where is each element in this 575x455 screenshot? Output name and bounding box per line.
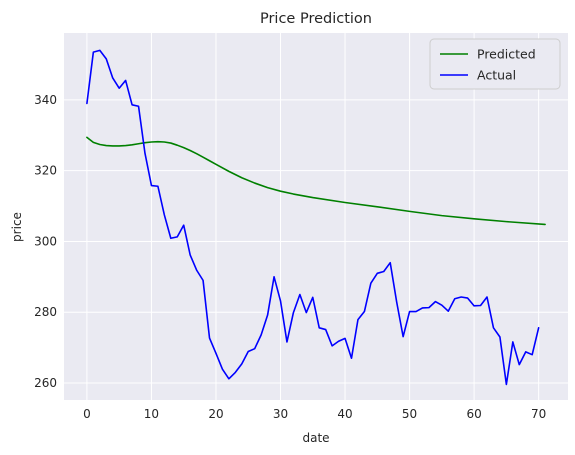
x-tick-label: 70: [531, 407, 546, 421]
y-tick-label: 340: [34, 93, 57, 107]
x-axis-label: date: [302, 431, 329, 445]
legend-label-predicted: Predicted: [477, 47, 536, 62]
x-axis-ticks: 0 10 20 30 40 50 60 70: [83, 407, 546, 421]
y-tick-label: 300: [34, 234, 57, 248]
y-axis-ticks: 260 280 300 320 340: [34, 93, 57, 390]
series-line-actual: [86, 49, 540, 386]
x-tick-label: 50: [402, 407, 417, 421]
x-tick-label: 0: [83, 407, 91, 421]
y-tick-label: 320: [34, 164, 57, 178]
chart-title: Price Prediction: [260, 11, 372, 27]
y-tick-label: 280: [34, 305, 57, 319]
y-tick-label: 260: [34, 376, 57, 390]
x-tick-label: 40: [337, 407, 352, 421]
x-tick-label: 60: [466, 407, 481, 421]
plot-area: [64, 33, 568, 400]
y-axis-label: price: [10, 212, 24, 242]
x-tick-label: 10: [144, 407, 159, 421]
series-layer: [86, 49, 546, 386]
x-tick-label: 30: [273, 407, 288, 421]
legend-label-actual: Actual: [477, 68, 516, 83]
series-line-predicted: [86, 136, 546, 226]
x-tick-label: 20: [208, 407, 223, 421]
legend: Predicted Actual: [429, 38, 561, 90]
legend-box: [429, 38, 561, 90]
